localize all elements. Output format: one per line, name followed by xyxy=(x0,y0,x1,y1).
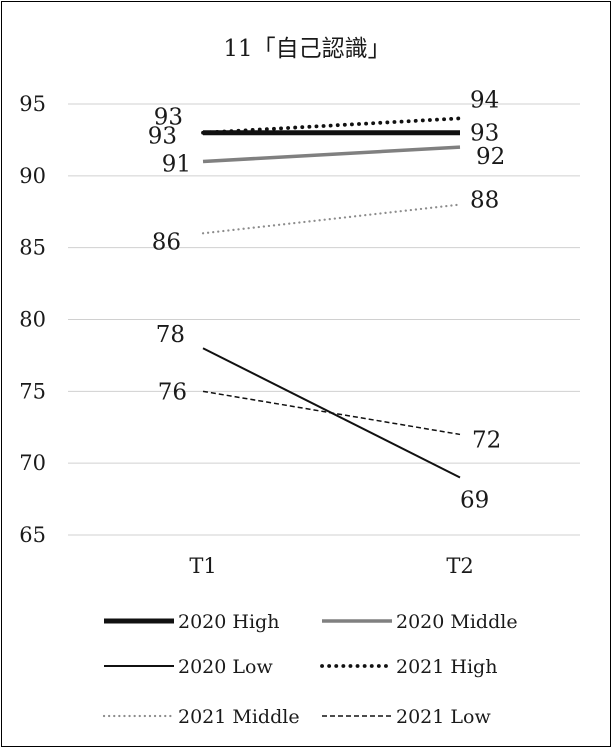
data-label: 72 xyxy=(472,427,501,453)
gridlines xyxy=(68,103,580,536)
data-label: 76 xyxy=(158,379,187,405)
legend-label: 2021 High xyxy=(396,656,497,678)
y-tick-label: 95 xyxy=(19,92,46,116)
y-tick-label: 80 xyxy=(19,308,46,332)
chart-title: 11「自己認識」 xyxy=(223,36,390,62)
data-label: 69 xyxy=(460,488,489,514)
y-axis-labels: 65 70 75 80 85 90 95 xyxy=(19,92,46,547)
data-label: 93 xyxy=(470,121,499,147)
x-tick-label: T2 xyxy=(446,554,473,578)
data-label: 93 xyxy=(148,124,177,150)
data-label: 94 xyxy=(470,87,499,113)
y-tick-label: 70 xyxy=(19,451,46,475)
series-line xyxy=(201,203,462,235)
series-lines xyxy=(201,116,462,479)
data-label: 86 xyxy=(152,229,181,255)
legend: 2020 High 2020 Middle 2020 Low 2021 High 202… xyxy=(102,611,518,728)
data-label: 93 xyxy=(154,105,183,131)
y-tick-label: 85 xyxy=(19,236,46,260)
series-line xyxy=(201,116,462,135)
legend-label: 2020 Middle xyxy=(396,611,518,633)
data-label: 88 xyxy=(470,188,499,214)
y-tick-label: 75 xyxy=(19,379,46,403)
x-tick-label: T1 xyxy=(189,554,216,578)
legend-label: 2020 Low xyxy=(178,656,273,678)
legend-label: 2020 High xyxy=(178,611,279,633)
data-label: 91 xyxy=(162,151,191,177)
x-axis-labels: T1 T2 xyxy=(189,554,473,578)
y-tick-label: 90 xyxy=(19,164,46,188)
data-label: 92 xyxy=(476,144,505,170)
series-line xyxy=(202,390,461,436)
data-label: 78 xyxy=(156,322,185,348)
series-line xyxy=(202,145,461,164)
legend-label: 2021 Middle xyxy=(178,706,300,728)
legend-label: 2021 Low xyxy=(396,706,491,728)
y-tick-label: 65 xyxy=(19,523,46,547)
